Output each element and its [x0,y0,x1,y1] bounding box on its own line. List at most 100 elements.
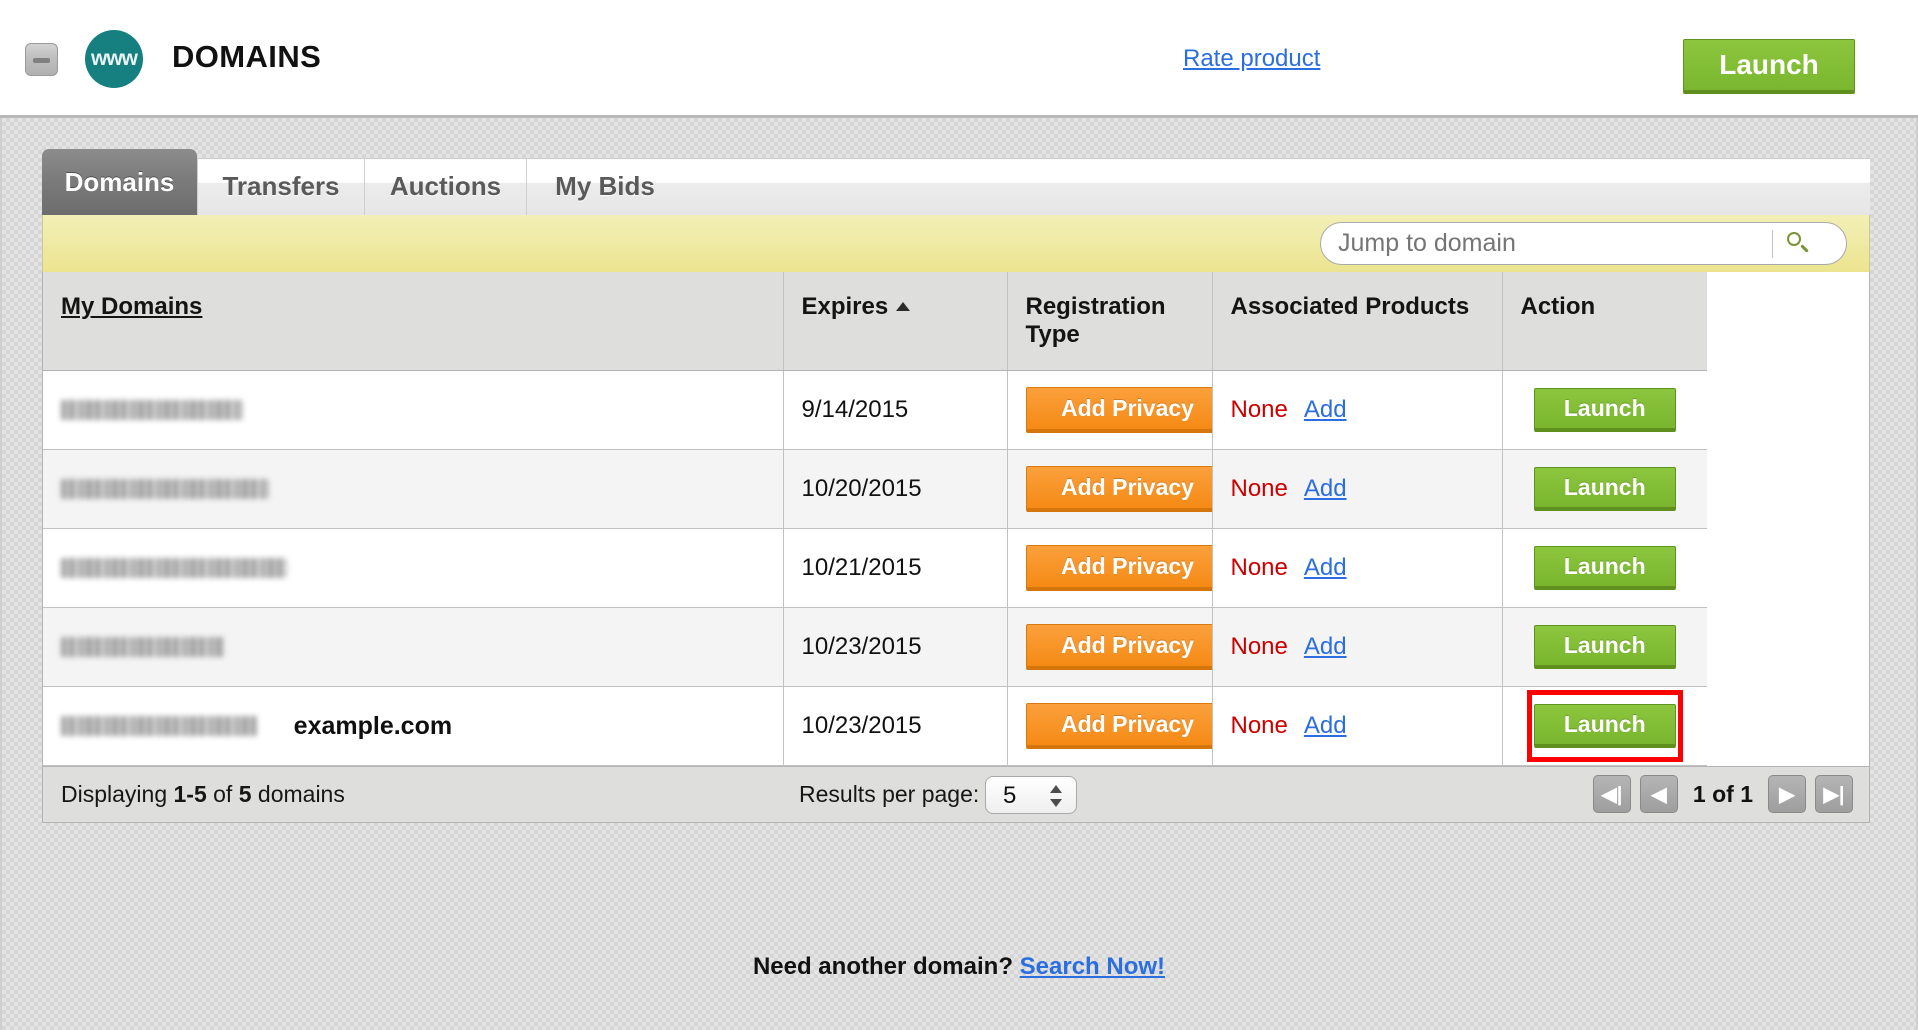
rate-product-link[interactable]: Rate product [1183,45,1321,72]
results-per-page-label: Results per page: [799,781,980,807]
sort-ascending-icon [896,302,911,311]
tab-auctions[interactable]: Auctions [364,158,526,215]
tab-bar: Domains Transfers Auctions My Bids [42,149,1870,220]
associated-products-add-link[interactable]: Add [1303,712,1347,739]
domain-name-extra: example.com [293,711,453,740]
results-per-page-select[interactable]: 5 [985,776,1077,814]
search-toolbar [42,215,1870,272]
displaying-mid: of [206,781,239,807]
domain-name-redacted [61,400,243,421]
launch-button-row[interactable]: Launch [1533,546,1676,590]
cell-domain-name[interactable] [43,607,784,687]
column-header-my-domains-label[interactable]: My Domains [61,293,203,320]
cell-domain-name[interactable] [43,449,784,529]
cell-expires: 10/23/2015 [783,607,1008,687]
table-row[interactable]: 10/21/2015 Add Privacy None Add Launch [43,528,1892,608]
cell-expires: 9/14/2015 [783,370,1008,450]
column-header-action: Action [1502,272,1707,371]
cell-expires: 10/20/2015 [783,449,1008,529]
cell-action: Launch [1502,449,1707,529]
launch-button-row[interactable]: Launch [1533,388,1676,432]
table-row[interactable]: 9/14/2015 Add Privacy None Add Launch [43,370,1892,450]
launch-button-row[interactable]: Launch [1533,625,1676,669]
table-row[interactable]: example.com 10/23/2015 Add Privacy None A… [43,686,1892,766]
column-header-associated-products[interactable]: Associated Products [1212,272,1503,371]
cell-registration-type: Add Privacy [1007,370,1230,450]
column-header-my-domains[interactable]: My Domains [43,272,784,371]
cell-action: Launch [1502,370,1707,450]
launch-button-row[interactable]: Launch [1533,467,1676,511]
need-another-domain: Need another domain? Search Now! [2,953,1916,981]
table-row[interactable]: 10/23/2015 Add Privacy None Add Launch [43,607,1892,687]
add-privacy-button[interactable]: Add Privacy [1025,466,1230,512]
domain-name-redacted [61,716,257,737]
cell-action: Launch [1502,686,1707,766]
search-input[interactable] [1321,229,1768,258]
domains-table-container: My Domains Expires Registration Type Ass… [42,272,1870,823]
add-privacy-button[interactable]: Add Privacy [1025,387,1230,433]
cell-associated-products: None Add [1212,449,1503,529]
cell-action: Launch [1502,528,1707,608]
launch-button-row-highlighted[interactable]: Launch [1533,704,1676,748]
associated-products-value: None [1230,475,1288,502]
previous-page-icon[interactable]: ◀ [1639,775,1678,813]
stepper-arrows-icon[interactable] [1050,785,1063,807]
results-per-page-value: 5 [1003,782,1017,809]
cell-registration-type: Add Privacy [1007,528,1230,608]
collapse-minus-icon[interactable] [25,43,58,76]
domains-table: My Domains Expires Registration Type Ass… [43,272,1892,766]
cell-registration-type: Add Privacy [1007,607,1230,687]
page-indicator: 1 of 1 [1692,780,1753,807]
add-privacy-button[interactable]: Add Privacy [1025,703,1230,749]
cell-associated-products: None Add [1212,528,1503,608]
associated-products-add-link[interactable]: Add [1303,633,1347,660]
first-page-icon[interactable]: ◀| [1592,775,1631,813]
add-privacy-button[interactable]: Add Privacy [1025,545,1230,591]
search-now-link[interactable]: Search Now! [1019,953,1166,980]
www-logo-icon: www [85,30,143,88]
cell-expires: 10/21/2015 [783,528,1008,608]
displaying-prefix: Displaying [61,781,174,807]
table-row[interactable]: 10/20/2015 Add Privacy None Add Launch [43,449,1892,529]
add-privacy-button[interactable]: Add Privacy [1025,624,1230,670]
tab-domains[interactable]: Domains [42,149,197,215]
page-title: DOMAINS [172,39,322,74]
tab-my-bids[interactable]: My Bids [526,158,683,215]
need-another-domain-text: Need another domain? [752,953,1013,980]
tab-transfers[interactable]: Transfers [197,158,364,215]
displaying-total: 5 [238,781,252,807]
column-header-expires[interactable]: Expires [783,272,1008,371]
column-header-expires-label: Expires [801,293,889,320]
column-header-associated-products-label: Associated Products [1230,293,1470,320]
column-header-registration-type[interactable]: Registration Type [1007,272,1213,371]
associated-products-value: None [1230,712,1288,739]
search-icon[interactable] [1785,231,1811,257]
last-page-icon[interactable]: ▶| [1815,775,1853,813]
pagination: ◀| ◀ 1 of 1 ▶ ▶| [1592,775,1853,813]
cell-action: Launch [1502,607,1707,687]
domain-name-redacted [61,479,269,500]
cell-domain-name[interactable]: example.com [43,686,784,766]
page-body: Domains Transfers Auctions My Bids [0,118,1918,1030]
table-header-row: My Domains Expires Registration Type Ass… [43,272,1892,371]
associated-products-add-link[interactable]: Add [1303,396,1347,423]
displaying-count: Displaying 1-5 of 5 domains [61,781,345,808]
launch-button-header[interactable]: Launch [1683,39,1855,94]
associated-products-add-link[interactable]: Add [1303,475,1347,502]
search-divider [1772,229,1773,258]
cell-expires: 10/23/2015 [783,686,1008,766]
cell-associated-products: None Add [1212,686,1503,766]
next-page-icon[interactable]: ▶ [1768,775,1806,813]
jump-to-domain-field[interactable] [1320,222,1847,265]
associated-products-value: None [1230,633,1288,660]
column-header-registration-type-label: Registration Type [1025,293,1166,348]
cell-registration-type: Add Privacy [1007,686,1230,766]
associated-products-add-link[interactable]: Add [1303,554,1347,581]
cell-domain-name[interactable] [43,528,784,608]
cell-domain-name[interactable] [43,370,784,450]
table-footer: Displaying 1-5 of 5 domains Results per … [43,766,1869,822]
cell-associated-products: None Add [1212,607,1503,687]
cell-registration-type: Add Privacy [1007,449,1230,529]
domain-name-redacted [61,558,287,579]
tab-rail [42,158,1870,215]
